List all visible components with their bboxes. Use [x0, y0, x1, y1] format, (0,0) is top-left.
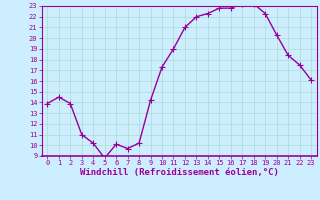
- X-axis label: Windchill (Refroidissement éolien,°C): Windchill (Refroidissement éolien,°C): [80, 168, 279, 177]
